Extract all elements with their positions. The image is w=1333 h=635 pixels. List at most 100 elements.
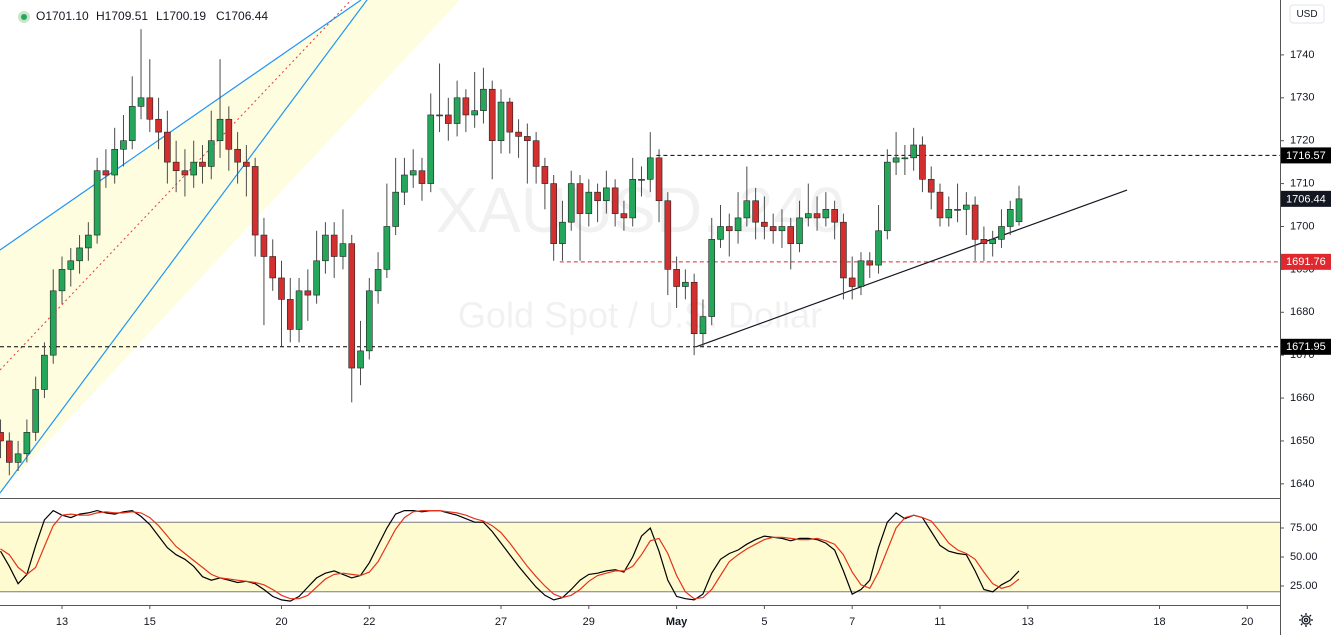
candle-body (155, 118, 162, 133)
candle-body (190, 161, 197, 176)
x-tick-label: 15 (144, 616, 156, 628)
candle-body (181, 170, 189, 176)
candle-body (243, 161, 250, 167)
candle-body (278, 277, 285, 300)
candle-body (436, 114, 443, 117)
candle-body (743, 200, 751, 219)
candle-body (41, 354, 48, 390)
candle-body (49, 290, 57, 356)
x-tick-label: 20 (275, 616, 287, 628)
x-tick-label: 7 (849, 616, 855, 628)
candle-body (146, 97, 154, 120)
x-tick-label: 27 (495, 616, 507, 628)
candle-body (822, 209, 830, 219)
y-tick-label: 1740 (1290, 49, 1314, 61)
candle-body (945, 209, 953, 219)
price-level-tag (1281, 147, 1331, 164)
candle-body (488, 88, 496, 141)
channel-drawing (0, 0, 460, 494)
candle-body (629, 178, 637, 219)
watermark: Gold Spot / U.S. Dollar (458, 295, 822, 336)
candle-body (673, 269, 680, 287)
candle-body (58, 269, 66, 292)
plot (0, 29, 1128, 602)
candle-body (796, 217, 803, 244)
price-axis (1281, 0, 1333, 635)
candle-body (989, 239, 996, 244)
candle-body (286, 299, 294, 330)
candle-body (453, 97, 461, 124)
y-tick-label: 1640 (1290, 478, 1314, 490)
candle-body (963, 204, 970, 210)
candle-body (892, 157, 900, 163)
candle-body (348, 243, 356, 369)
candle-body (717, 226, 724, 240)
x-tick-label: 13 (1022, 616, 1034, 628)
candle-body (120, 140, 127, 150)
candle-body (207, 140, 215, 167)
candle-body (769, 226, 777, 232)
candle-body (611, 187, 619, 214)
stoch-line (0, 510, 1020, 600)
channel-upper (0, 0, 362, 251)
price-level-tag (1281, 338, 1331, 355)
candle-body (804, 213, 812, 219)
candle-body (927, 178, 935, 193)
ohlc-value: L1700.19 (156, 9, 206, 23)
candle-body (532, 140, 540, 167)
candle-body (840, 221, 847, 279)
y-tick-label: 1680 (1290, 306, 1314, 318)
candle-body (831, 209, 838, 223)
candle-body (427, 114, 435, 184)
x-tick-label: 5 (761, 616, 767, 628)
candle-body (515, 131, 522, 137)
candle-body (524, 136, 531, 141)
candle-body (497, 101, 505, 141)
stoch-tick-label: 50.00 (1290, 551, 1318, 563)
ohlc-value: O1701.10 (36, 9, 89, 23)
candle-body (251, 166, 259, 236)
currency-button[interactable] (1289, 4, 1325, 24)
candle-body (708, 239, 716, 317)
candle-body (848, 277, 856, 287)
candle-body (875, 230, 882, 266)
y-tick-label: 1710 (1290, 177, 1314, 189)
candle-body (638, 178, 645, 181)
price-level-label: 1691.76 (1286, 256, 1326, 268)
candle-body (506, 101, 514, 133)
candle-body (620, 213, 628, 219)
price-level-label: 1716.57 (1286, 150, 1326, 162)
y-tick-label: 1730 (1290, 92, 1314, 104)
candle-body (936, 191, 944, 219)
y-tick-label: 1700 (1290, 220, 1314, 232)
currency-label[interactable]: USD (1296, 9, 1317, 20)
candle-body (164, 131, 171, 163)
levels (0, 154, 1280, 348)
stoch-line (0, 509, 1020, 602)
y-tick-label: 1720 (1290, 135, 1314, 147)
candle-body (690, 281, 698, 335)
candle-body (559, 221, 566, 244)
candle-body (225, 118, 233, 150)
axes: 1640165016601670168016901700171017201730… (56, 49, 1331, 628)
candle-body (260, 234, 268, 257)
x-tick-label: 13 (56, 616, 68, 628)
channel-fill (0, 0, 460, 493)
candle-body (980, 239, 988, 244)
candle-body (550, 183, 557, 244)
candle-body (330, 234, 338, 257)
candle-body (409, 170, 417, 176)
candle-body (866, 260, 874, 266)
settings-icon[interactable] (1299, 613, 1313, 627)
candle-body (910, 144, 917, 159)
candle-body (357, 350, 364, 369)
candle-body (787, 226, 795, 244)
stoch-tick-label: 25.00 (1290, 580, 1318, 592)
candle-body (93, 170, 101, 236)
candle-body (585, 191, 593, 214)
candle-body (14, 453, 22, 463)
candle-body (576, 183, 584, 214)
candle-body (734, 217, 742, 232)
y-tick-label: 1650 (1290, 435, 1314, 447)
last-price-label: 1706.44 (1286, 193, 1326, 205)
